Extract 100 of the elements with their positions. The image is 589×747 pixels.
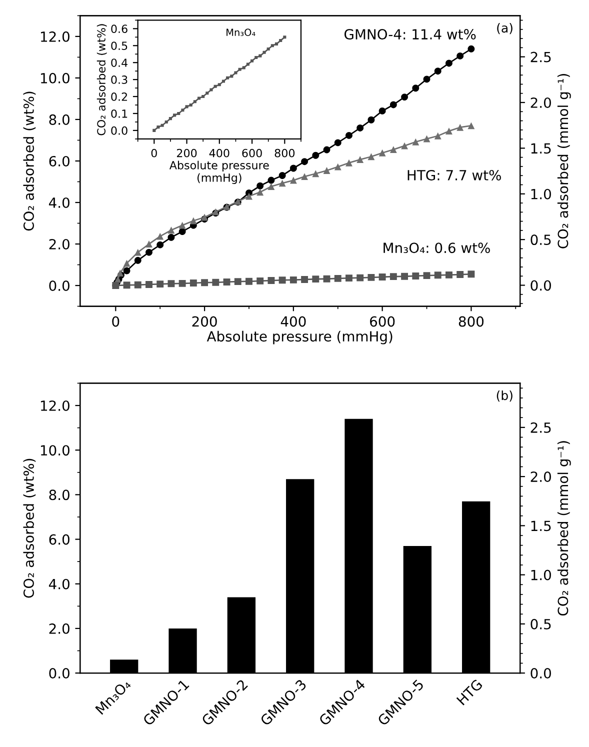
y-tick-label: 0.5 xyxy=(111,42,128,50)
x-tick-label: 200 xyxy=(192,316,217,327)
y2-axis-title: CO₂ adsorbed (mmol g⁻¹) xyxy=(557,74,571,248)
point xyxy=(256,188,264,196)
point xyxy=(412,272,420,280)
point xyxy=(156,280,164,288)
y-tick-label: 0.0 xyxy=(111,126,128,135)
point xyxy=(323,275,330,282)
point xyxy=(156,232,164,240)
point xyxy=(412,84,420,92)
point xyxy=(446,128,452,135)
point xyxy=(146,240,152,248)
point xyxy=(401,94,408,101)
point xyxy=(368,116,375,124)
point xyxy=(266,47,270,51)
point xyxy=(168,234,175,241)
point xyxy=(262,50,266,54)
y2-tick-label: 0.5 xyxy=(530,618,551,630)
point xyxy=(323,146,330,154)
point xyxy=(301,276,308,283)
point xyxy=(274,42,278,46)
point xyxy=(134,281,142,288)
point xyxy=(242,66,246,70)
point xyxy=(456,52,464,60)
point xyxy=(190,217,197,224)
annotation: GMNO-4: 11.4 wt% xyxy=(344,29,476,40)
point xyxy=(468,45,475,52)
y2-tick-label: 2.0 xyxy=(530,472,551,482)
point xyxy=(283,36,286,39)
point xyxy=(226,76,230,80)
point xyxy=(123,260,130,267)
y-tick-label: 0.4 xyxy=(111,58,128,67)
point xyxy=(434,68,442,75)
y-tick-label: 0.2 xyxy=(111,92,127,101)
y-tick-label: 10.0 xyxy=(40,72,70,84)
point xyxy=(134,248,142,256)
y2-tick-label: 2.5 xyxy=(530,422,551,433)
point xyxy=(368,274,375,281)
y-tick-label: 0.6 xyxy=(111,24,128,34)
point xyxy=(238,68,242,71)
point xyxy=(123,282,130,289)
y-tick-label: 0.3 xyxy=(111,76,128,84)
y2-tick-label: 2.5 xyxy=(530,52,551,62)
y-tick-label: 10.0 xyxy=(40,445,70,456)
point xyxy=(193,100,196,104)
point xyxy=(301,158,308,166)
point xyxy=(390,273,397,280)
point xyxy=(223,278,230,286)
x-axis-title: Absolute pressure (mmHg) xyxy=(169,160,269,184)
point xyxy=(346,274,352,282)
point xyxy=(181,108,184,112)
point xyxy=(152,128,156,132)
point xyxy=(401,142,408,150)
y-tick-label: 0.0 xyxy=(49,668,70,679)
y-tick-label: 4.0 xyxy=(48,578,70,590)
y-tick-label: 4.0 xyxy=(48,197,70,208)
point xyxy=(346,159,352,166)
point xyxy=(164,120,168,124)
point xyxy=(206,92,209,95)
point xyxy=(434,132,442,140)
y2-axis-title: CO₂ adsorbed (mmol g⁻¹) xyxy=(557,441,571,616)
point xyxy=(190,280,197,286)
point xyxy=(258,54,262,58)
point xyxy=(201,279,208,286)
point xyxy=(254,56,258,60)
point xyxy=(278,172,286,179)
point xyxy=(356,274,364,282)
y-tick-label: 12.0 xyxy=(40,400,70,411)
point xyxy=(390,146,397,154)
point xyxy=(168,117,172,120)
x-tick-label: 600 xyxy=(242,148,262,158)
y-tick-label: 2.0 xyxy=(49,623,70,634)
x-tick-label: 0 xyxy=(112,316,120,327)
point xyxy=(256,277,264,284)
y2-tick-label: 0.0 xyxy=(530,668,551,679)
point xyxy=(334,274,342,282)
point xyxy=(146,281,152,288)
point xyxy=(356,156,364,163)
y-tick-label: 8.0 xyxy=(49,490,70,500)
point xyxy=(290,164,297,172)
point xyxy=(390,101,397,108)
point xyxy=(146,248,152,256)
point xyxy=(234,278,242,286)
y-tick-label: 2.0 xyxy=(49,238,70,250)
point xyxy=(134,256,142,264)
y-tick-label: 6.0 xyxy=(49,534,70,545)
point xyxy=(173,114,176,117)
point xyxy=(278,180,286,187)
point xyxy=(246,192,252,200)
point xyxy=(212,278,220,286)
point xyxy=(178,228,186,236)
point xyxy=(378,149,386,156)
y-tick-label: 0.1 xyxy=(111,109,128,118)
point xyxy=(312,276,320,283)
point xyxy=(456,271,464,278)
y2-tick-label: 1.5 xyxy=(531,520,551,532)
y-tick-label: 6.0 xyxy=(49,156,70,166)
point xyxy=(290,176,297,184)
y2-tick-label: 1.5 xyxy=(531,143,551,154)
point xyxy=(168,226,175,234)
